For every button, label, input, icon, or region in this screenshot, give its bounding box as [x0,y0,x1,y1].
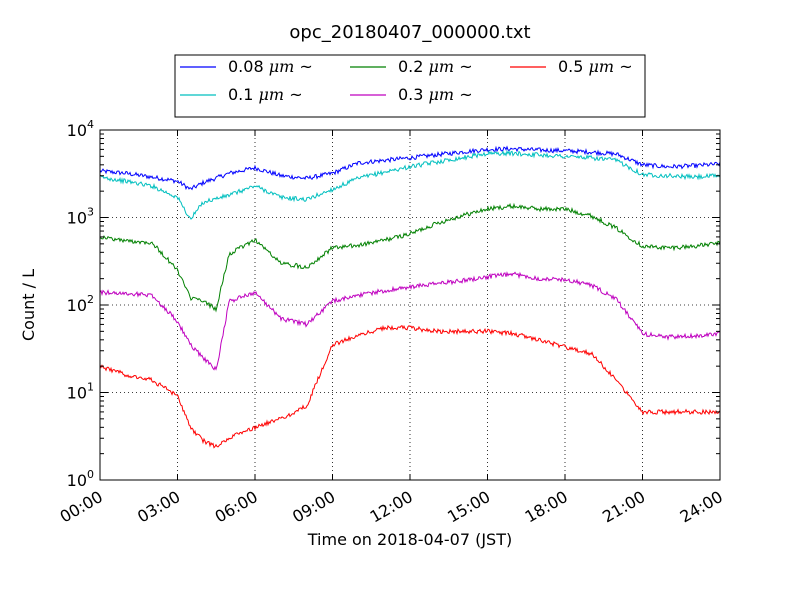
legend-label: 0.1 μm ~ [228,85,303,104]
y-tick-label: 104 [67,118,94,140]
y-axis-label: Count / L [19,269,38,341]
series-line-0.3 [99,271,721,371]
y-tick-label: 103 [67,206,94,228]
legend-label: 0.2 μm ~ [398,57,473,76]
legend-entry-0.08: 0.08 μm ~ [180,57,313,76]
series-line-0.5 [99,324,721,449]
legend-box [174,54,646,118]
legend-entry-0.5: 0.5 μm ~ [510,57,633,76]
x-axis-label: Time on 2018-04-07 (JST) [307,530,512,549]
legend-entry-0.1: 0.1 μm ~ [180,85,303,104]
y-tick-label: 101 [67,381,94,403]
legend-label: 0.5 μm ~ [558,57,633,76]
chart-title: opc_20180407_000000.txt [289,22,530,43]
series-line-0.2 [99,202,721,313]
grid-lines [100,130,720,480]
legend: 0.08 μm ~ 0.2 μm ~ 0.5 μm ~ 0.1 μm ~ 0.3 μm … [174,54,646,118]
legend-entry-0.3: 0.3 μm ~ [350,85,473,104]
series-line-0.1 [99,149,721,220]
legend-label: 0.08 μm ~ [228,57,313,76]
legend-entry-0.2: 0.2 μm ~ [350,57,473,76]
legend-label: 0.3 μm ~ [398,85,473,104]
y-tick-label: 102 [67,293,94,315]
series-layer [99,145,721,449]
series-line-0.08 [99,145,721,191]
y-tick-label: 100 [67,468,94,490]
